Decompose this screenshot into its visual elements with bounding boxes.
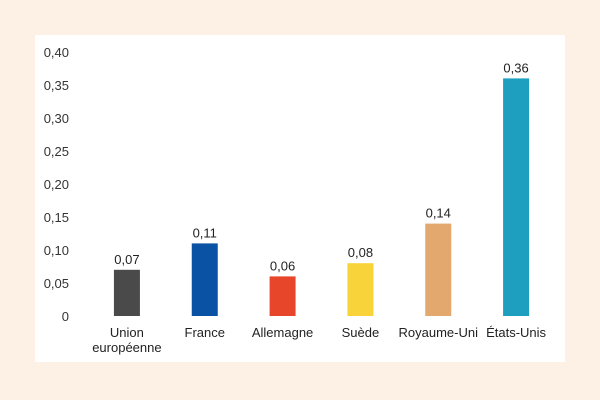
data-label: 0,07 xyxy=(114,252,139,267)
y-tick-label: 0,10 xyxy=(44,243,69,258)
data-label: 0,11 xyxy=(193,225,217,240)
x-tick-label-line: européenne xyxy=(92,340,161,355)
y-tick-label: 0 xyxy=(62,309,69,324)
data-label: 0,06 xyxy=(270,258,295,273)
data-label: 0,08 xyxy=(348,245,373,260)
y-tick-label: 0,30 xyxy=(44,111,69,126)
x-tick-label-line: Allemagne xyxy=(252,325,313,340)
x-tick-label-line: Suède xyxy=(342,325,380,340)
bar xyxy=(269,276,296,316)
x-tick-label: États-Unis xyxy=(486,325,546,340)
bar xyxy=(425,223,452,316)
y-tick-label: 0,25 xyxy=(44,144,69,159)
x-tick-label: France xyxy=(185,325,225,340)
x-tick-label-line: Union xyxy=(110,325,144,340)
x-tick-label: Allemagne xyxy=(252,325,313,340)
data-label: 0,14 xyxy=(426,206,451,221)
x-tick-label-line: États-Unis xyxy=(486,325,546,340)
y-tick-label: 0,05 xyxy=(44,276,69,291)
y-tick-label: 0,15 xyxy=(44,210,69,225)
x-tick-label: Suède xyxy=(342,325,380,340)
data-label: 0,36 xyxy=(503,60,528,75)
y-tick-label: 0,40 xyxy=(44,45,69,60)
y-tick-label: 0,20 xyxy=(44,177,69,192)
x-tick-label-line: Royaume-Uni xyxy=(399,325,479,340)
y-tick-label: 0,35 xyxy=(44,78,69,93)
bar xyxy=(503,78,530,317)
x-tick-label-line: France xyxy=(185,325,225,340)
bar xyxy=(113,269,140,316)
bar xyxy=(191,243,218,316)
x-tick-label: Union européenne xyxy=(92,325,161,355)
bar xyxy=(347,263,374,316)
x-tick-label: Royaume-Uni xyxy=(399,325,479,340)
